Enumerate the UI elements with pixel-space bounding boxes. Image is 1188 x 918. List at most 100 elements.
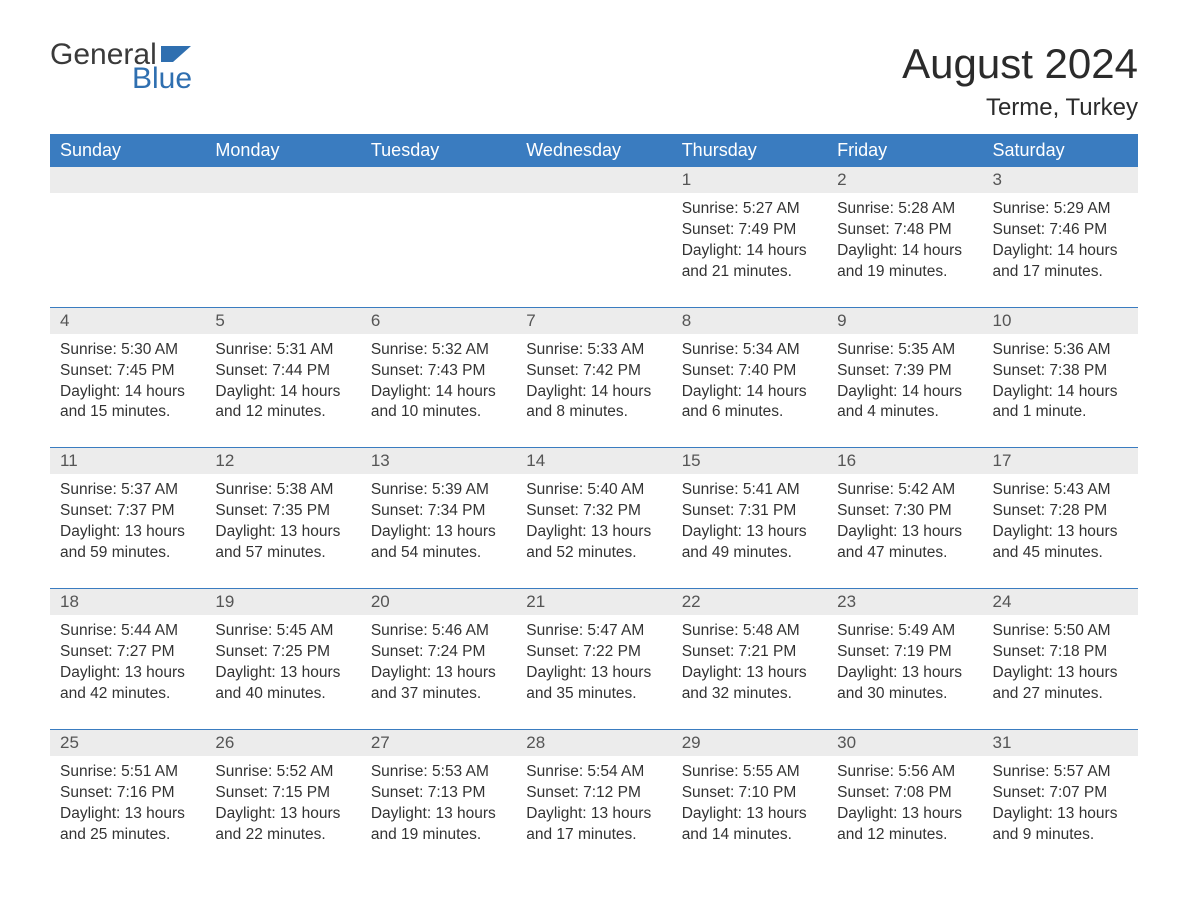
sunset-line: Sunset: 7:46 PM <box>993 220 1128 241</box>
sunset-line: Sunset: 7:45 PM <box>60 361 195 382</box>
sunrise-line: Sunrise: 5:47 AM <box>526 621 661 642</box>
day-number: 6 <box>361 308 516 334</box>
dow-cell: Thursday <box>672 134 827 167</box>
sunset-line: Sunset: 7:43 PM <box>371 361 506 382</box>
sunset-line: Sunset: 7:42 PM <box>526 361 661 382</box>
day-number: 1 <box>672 167 827 193</box>
daylight-line: Daylight: 14 hours and 10 minutes. <box>371 382 506 424</box>
sunset-line: Sunset: 7:25 PM <box>215 642 350 663</box>
day-body: Sunrise: 5:31 AMSunset: 7:44 PMDaylight:… <box>205 334 360 424</box>
dow-cell: Wednesday <box>516 134 671 167</box>
day-body: Sunrise: 5:57 AMSunset: 7:07 PMDaylight:… <box>983 756 1138 846</box>
day-number: . <box>361 167 516 193</box>
sunrise-line: Sunrise: 5:38 AM <box>215 480 350 501</box>
sunrise-line: Sunrise: 5:54 AM <box>526 762 661 783</box>
daylight-line: Daylight: 13 hours and 32 minutes. <box>682 663 817 705</box>
day-cell: 5Sunrise: 5:31 AMSunset: 7:44 PMDaylight… <box>205 308 360 448</box>
sunset-line: Sunset: 7:48 PM <box>837 220 972 241</box>
day-body: Sunrise: 5:38 AMSunset: 7:35 PMDaylight:… <box>205 474 360 564</box>
day-cell: 9Sunrise: 5:35 AMSunset: 7:39 PMDaylight… <box>827 308 982 448</box>
daylight-line: Daylight: 13 hours and 35 minutes. <box>526 663 661 705</box>
daylight-line: Daylight: 13 hours and 47 minutes. <box>837 522 972 564</box>
sunrise-line: Sunrise: 5:29 AM <box>993 199 1128 220</box>
sunrise-line: Sunrise: 5:30 AM <box>60 340 195 361</box>
sunset-line: Sunset: 7:24 PM <box>371 642 506 663</box>
day-number: 12 <box>205 448 360 474</box>
sunrise-line: Sunrise: 5:52 AM <box>215 762 350 783</box>
sunset-line: Sunset: 7:21 PM <box>682 642 817 663</box>
day-number: 30 <box>827 730 982 756</box>
day-body: Sunrise: 5:45 AMSunset: 7:25 PMDaylight:… <box>205 615 360 705</box>
day-body: Sunrise: 5:27 AMSunset: 7:49 PMDaylight:… <box>672 193 827 283</box>
day-cell: 21Sunrise: 5:47 AMSunset: 7:22 PMDayligh… <box>516 589 671 729</box>
day-body: Sunrise: 5:50 AMSunset: 7:18 PMDaylight:… <box>983 615 1138 705</box>
sunrise-line: Sunrise: 5:41 AM <box>682 480 817 501</box>
sunrise-line: Sunrise: 5:44 AM <box>60 621 195 642</box>
day-number: 21 <box>516 589 671 615</box>
daylight-line: Daylight: 14 hours and 12 minutes. <box>215 382 350 424</box>
sunset-line: Sunset: 7:37 PM <box>60 501 195 522</box>
day-of-week-header: SundayMondayTuesdayWednesdayThursdayFrid… <box>50 134 1138 167</box>
day-cell: 11Sunrise: 5:37 AMSunset: 7:37 PMDayligh… <box>50 448 205 588</box>
day-cell: 2Sunrise: 5:28 AMSunset: 7:48 PMDaylight… <box>827 167 982 307</box>
day-number: 25 <box>50 730 205 756</box>
daylight-line: Daylight: 13 hours and 22 minutes. <box>215 804 350 846</box>
daylight-line: Daylight: 13 hours and 49 minutes. <box>682 522 817 564</box>
sunrise-line: Sunrise: 5:49 AM <box>837 621 972 642</box>
sunrise-line: Sunrise: 5:53 AM <box>371 762 506 783</box>
day-number: 16 <box>827 448 982 474</box>
dow-cell: Monday <box>205 134 360 167</box>
day-number: 20 <box>361 589 516 615</box>
day-body: Sunrise: 5:51 AMSunset: 7:16 PMDaylight:… <box>50 756 205 846</box>
sunset-line: Sunset: 7:16 PM <box>60 783 195 804</box>
sunset-line: Sunset: 7:12 PM <box>526 783 661 804</box>
daylight-line: Daylight: 13 hours and 27 minutes. <box>993 663 1128 705</box>
daylight-line: Daylight: 13 hours and 9 minutes. <box>993 804 1128 846</box>
day-body: Sunrise: 5:34 AMSunset: 7:40 PMDaylight:… <box>672 334 827 424</box>
day-cell: . <box>50 167 205 307</box>
day-cell: 7Sunrise: 5:33 AMSunset: 7:42 PMDaylight… <box>516 308 671 448</box>
day-body: Sunrise: 5:54 AMSunset: 7:12 PMDaylight:… <box>516 756 671 846</box>
sunrise-line: Sunrise: 5:45 AM <box>215 621 350 642</box>
month-title: August 2024 <box>902 40 1138 88</box>
daylight-line: Daylight: 13 hours and 52 minutes. <box>526 522 661 564</box>
sunset-line: Sunset: 7:15 PM <box>215 783 350 804</box>
logo-word2: Blue <box>132 64 192 94</box>
day-number: . <box>516 167 671 193</box>
day-cell: 30Sunrise: 5:56 AMSunset: 7:08 PMDayligh… <box>827 730 982 870</box>
day-number: 22 <box>672 589 827 615</box>
day-body: Sunrise: 5:43 AMSunset: 7:28 PMDaylight:… <box>983 474 1138 564</box>
sunrise-line: Sunrise: 5:31 AM <box>215 340 350 361</box>
day-cell: . <box>516 167 671 307</box>
daylight-line: Daylight: 14 hours and 4 minutes. <box>837 382 972 424</box>
day-number: . <box>205 167 360 193</box>
day-number: 3 <box>983 167 1138 193</box>
day-cell: 18Sunrise: 5:44 AMSunset: 7:27 PMDayligh… <box>50 589 205 729</box>
location-label: Terme, Turkey <box>902 94 1138 122</box>
day-cell: . <box>361 167 516 307</box>
day-body: Sunrise: 5:47 AMSunset: 7:22 PMDaylight:… <box>516 615 671 705</box>
daylight-line: Daylight: 13 hours and 14 minutes. <box>682 804 817 846</box>
calendar: SundayMondayTuesdayWednesdayThursdayFrid… <box>50 134 1138 869</box>
day-number: 13 <box>361 448 516 474</box>
week-row: 25Sunrise: 5:51 AMSunset: 7:16 PMDayligh… <box>50 729 1138 870</box>
sunset-line: Sunset: 7:34 PM <box>371 501 506 522</box>
day-cell: 28Sunrise: 5:54 AMSunset: 7:12 PMDayligh… <box>516 730 671 870</box>
day-body: Sunrise: 5:39 AMSunset: 7:34 PMDaylight:… <box>361 474 516 564</box>
dow-cell: Saturday <box>983 134 1138 167</box>
sunset-line: Sunset: 7:39 PM <box>837 361 972 382</box>
sunset-line: Sunset: 7:38 PM <box>993 361 1128 382</box>
daylight-line: Daylight: 14 hours and 1 minute. <box>993 382 1128 424</box>
day-cell: 10Sunrise: 5:36 AMSunset: 7:38 PMDayligh… <box>983 308 1138 448</box>
sunrise-line: Sunrise: 5:34 AM <box>682 340 817 361</box>
day-cell: 27Sunrise: 5:53 AMSunset: 7:13 PMDayligh… <box>361 730 516 870</box>
day-cell: 25Sunrise: 5:51 AMSunset: 7:16 PMDayligh… <box>50 730 205 870</box>
daylight-line: Daylight: 13 hours and 59 minutes. <box>60 522 195 564</box>
day-number: 28 <box>516 730 671 756</box>
day-number: 9 <box>827 308 982 334</box>
day-body: Sunrise: 5:44 AMSunset: 7:27 PMDaylight:… <box>50 615 205 705</box>
day-cell: 20Sunrise: 5:46 AMSunset: 7:24 PMDayligh… <box>361 589 516 729</box>
daylight-line: Daylight: 14 hours and 15 minutes. <box>60 382 195 424</box>
daylight-line: Daylight: 14 hours and 17 minutes. <box>993 241 1128 283</box>
day-number: 11 <box>50 448 205 474</box>
